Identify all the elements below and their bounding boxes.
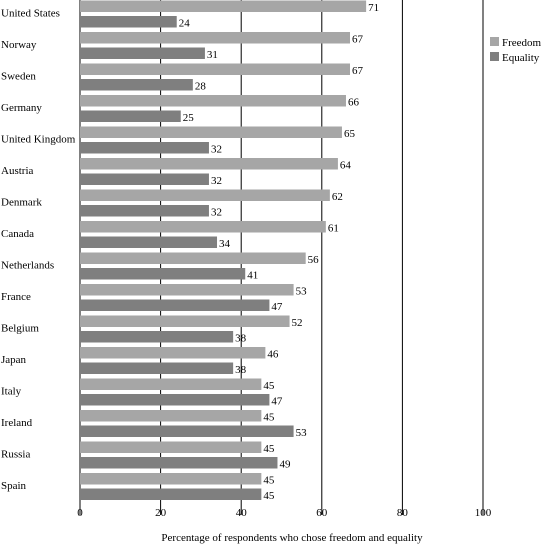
bar-equality <box>80 268 246 280</box>
bar-freedom <box>80 63 351 75</box>
data-label: 71 <box>368 2 379 14</box>
legend-label: Freedom <box>502 37 542 49</box>
x-tick-label: 60 <box>316 507 328 519</box>
category-label: Japan <box>1 354 27 366</box>
data-label: 32 <box>211 175 222 187</box>
x-tick-label: 0 <box>77 507 83 519</box>
x-tick-label: 80 <box>397 507 409 519</box>
bars <box>80 0 367 500</box>
category-label: Canada <box>1 228 34 240</box>
category-label: Germany <box>1 102 42 114</box>
category-label: France <box>1 291 31 303</box>
legend: Freedom Equality <box>490 37 542 64</box>
bar-freedom <box>80 0 367 12</box>
category-label: Netherlands <box>1 260 54 272</box>
bar-equality <box>80 299 270 311</box>
legend-swatch-freedom <box>490 37 499 46</box>
x-tick-labels: 0 20 40 60 80 100 <box>77 507 492 519</box>
category-label: United Kingdom <box>1 134 76 146</box>
data-label: 25 <box>183 112 195 124</box>
value-labels: 71 24 67 31 67 28 66 25 65 32 64 32 62 32 61 34 56 41 53 47… <box>179 2 379 502</box>
data-label: 45 <box>263 412 275 424</box>
bar-freedom <box>80 126 342 138</box>
legend-label: Equality <box>502 52 540 64</box>
bar-equality <box>80 205 209 217</box>
bar-freedom <box>80 95 346 107</box>
category-label: Spain <box>1 480 27 492</box>
bar-equality <box>80 79 193 91</box>
data-label: 53 <box>296 286 308 298</box>
bar-freedom <box>80 221 326 233</box>
data-label: 47 <box>271 396 283 408</box>
bar-freedom <box>80 441 262 453</box>
x-tick-label: 40 <box>236 507 248 519</box>
data-label: 47 <box>271 301 283 313</box>
data-label: 52 <box>292 317 303 329</box>
category-label: Italy <box>1 386 22 398</box>
bar-freedom <box>80 347 266 359</box>
x-tick-label: 100 <box>475 507 492 519</box>
category-label: United States <box>1 8 60 20</box>
data-label: 67 <box>352 34 364 46</box>
category-labels: United States Norway Sweden Germany United K… <box>1 8 76 493</box>
bar-equality <box>80 457 278 469</box>
data-label: 45 <box>263 475 275 487</box>
bar-freedom <box>80 158 338 170</box>
data-label: 65 <box>344 128 356 140</box>
bar-equality <box>80 362 234 374</box>
data-label: 56 <box>308 254 320 266</box>
bar-equality <box>80 110 181 122</box>
bar-equality <box>80 394 270 406</box>
data-label: 31 <box>207 49 218 61</box>
bar-freedom <box>80 284 294 296</box>
data-label: 45 <box>263 490 275 502</box>
data-label: 61 <box>328 223 339 235</box>
data-label: 45 <box>263 380 275 392</box>
bar-equality <box>80 142 209 154</box>
data-label: 28 <box>195 81 207 93</box>
data-label: 38 <box>235 364 247 376</box>
bar-freedom <box>80 32 351 44</box>
data-label: 34 <box>219 238 231 250</box>
data-label: 38 <box>235 333 247 345</box>
data-label: 66 <box>348 97 360 109</box>
data-label: 53 <box>296 427 308 439</box>
category-label: Ireland <box>1 417 33 429</box>
data-label: 46 <box>267 349 279 361</box>
category-label: Sweden <box>1 71 36 83</box>
data-label: 67 <box>352 65 364 77</box>
category-label: Russia <box>1 449 30 461</box>
category-label: Denmark <box>1 197 42 209</box>
data-label: 62 <box>332 191 343 203</box>
data-label: 24 <box>179 18 191 30</box>
bar-freedom <box>80 315 290 327</box>
data-label: 64 <box>340 160 352 172</box>
bar-equality <box>80 425 294 437</box>
bar-equality <box>80 173 209 185</box>
bar-equality <box>80 16 177 28</box>
bar-freedom <box>80 189 330 201</box>
category-label: Austria <box>1 165 34 177</box>
bar-equality <box>80 236 218 248</box>
category-label: Belgium <box>1 323 39 335</box>
bar-freedom <box>80 252 306 264</box>
bar-freedom <box>80 410 262 422</box>
category-label: Norway <box>1 39 37 51</box>
data-label: 32 <box>211 144 222 156</box>
data-label: 49 <box>279 459 291 471</box>
bar-freedom <box>80 378 262 390</box>
bar-equality <box>80 331 234 343</box>
bar-equality <box>80 488 262 500</box>
data-label: 41 <box>247 270 258 282</box>
x-tick-label: 20 <box>155 507 167 519</box>
data-label: 45 <box>263 443 275 455</box>
data-label: 32 <box>211 207 222 219</box>
bar-equality <box>80 47 205 59</box>
bar-freedom <box>80 473 262 485</box>
legend-swatch-equality <box>490 52 499 61</box>
x-axis-title: Percentage of respondents who chose free… <box>161 532 423 544</box>
